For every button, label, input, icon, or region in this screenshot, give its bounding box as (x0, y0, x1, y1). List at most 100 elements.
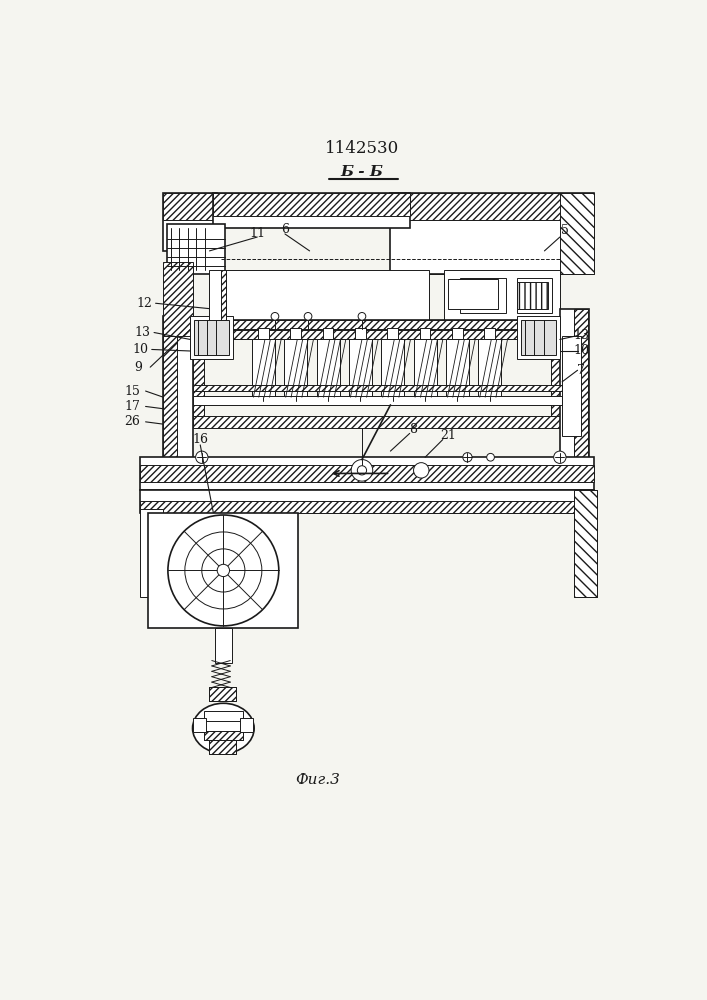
Text: Фиг.3: Фиг.3 (295, 773, 340, 787)
Bar (204, 731, 243, 740)
Bar (322, 328, 334, 339)
Bar (140, 509, 163, 597)
Bar (190, 320, 583, 329)
Bar (420, 328, 431, 339)
Bar (214, 193, 409, 216)
Bar (518, 282, 549, 309)
Circle shape (304, 312, 312, 320)
Bar (209, 740, 236, 754)
Circle shape (554, 451, 566, 463)
Bar (140, 490, 595, 513)
Bar (194, 320, 229, 355)
Bar (573, 490, 597, 597)
Bar (387, 328, 398, 339)
Bar (562, 336, 581, 436)
Bar (560, 193, 595, 274)
Bar (192, 718, 206, 732)
Bar (190, 316, 233, 359)
Bar (518, 278, 552, 312)
Text: 1142530: 1142530 (325, 140, 399, 157)
Bar (192, 339, 204, 416)
Bar (355, 328, 366, 339)
Bar (190, 330, 583, 339)
Text: 10: 10 (573, 344, 590, 358)
Bar (190, 320, 583, 339)
Bar (163, 316, 177, 459)
Bar (446, 339, 469, 397)
Text: 11: 11 (250, 227, 265, 240)
Bar (192, 396, 562, 405)
Circle shape (463, 453, 472, 462)
Bar (204, 731, 243, 740)
Bar (209, 270, 226, 336)
Text: 26: 26 (124, 415, 141, 428)
Bar (390, 193, 595, 220)
Bar (163, 262, 192, 336)
Text: Б - Б: Б - Б (341, 165, 383, 179)
Bar (414, 339, 437, 397)
Bar (573, 309, 588, 459)
Bar (209, 687, 236, 701)
Bar (192, 416, 562, 428)
Text: 9: 9 (134, 361, 142, 374)
Text: 7: 7 (578, 364, 585, 377)
Bar (484, 328, 495, 339)
Text: 10: 10 (132, 343, 148, 356)
Bar (240, 718, 253, 732)
Circle shape (271, 312, 279, 320)
Text: 8: 8 (409, 423, 418, 436)
Circle shape (168, 515, 279, 626)
Bar (163, 193, 217, 251)
Text: 12: 12 (136, 297, 152, 310)
Bar (140, 465, 595, 482)
Text: 16: 16 (192, 433, 209, 446)
Bar (192, 385, 562, 391)
Bar (551, 339, 562, 416)
Bar (258, 328, 269, 339)
Circle shape (414, 463, 429, 478)
Bar (317, 339, 339, 397)
Bar (448, 279, 498, 309)
Bar (478, 339, 501, 397)
Text: 13: 13 (134, 326, 151, 339)
Circle shape (185, 532, 262, 609)
Bar (390, 193, 595, 274)
Bar (284, 339, 308, 397)
Ellipse shape (192, 703, 254, 753)
Text: 21: 21 (440, 429, 456, 442)
Circle shape (357, 466, 366, 475)
Bar (209, 740, 236, 754)
Bar (560, 309, 589, 459)
Bar (521, 320, 556, 355)
Bar (163, 193, 217, 220)
Text: 13: 13 (573, 329, 590, 342)
Text: 5: 5 (561, 224, 569, 237)
Bar (215, 628, 232, 663)
Circle shape (201, 549, 245, 592)
Bar (452, 328, 463, 339)
Bar (381, 339, 404, 397)
Bar (214, 193, 409, 228)
Bar (204, 711, 243, 721)
Bar (252, 339, 275, 397)
Bar (349, 339, 372, 397)
Circle shape (196, 451, 208, 463)
Text: 17: 17 (124, 400, 141, 413)
Bar (291, 328, 301, 339)
Bar (140, 501, 595, 513)
Bar (163, 316, 192, 459)
Bar (140, 457, 595, 490)
Bar (460, 278, 506, 312)
Bar (221, 270, 226, 336)
Bar (148, 513, 298, 628)
Circle shape (486, 453, 494, 461)
Text: 6: 6 (281, 223, 289, 236)
Bar (518, 316, 560, 359)
Circle shape (358, 312, 366, 320)
Bar (444, 270, 560, 320)
Circle shape (217, 564, 230, 577)
Text: 15: 15 (124, 385, 141, 398)
Bar (209, 687, 236, 701)
Circle shape (351, 460, 373, 481)
Bar (573, 490, 597, 597)
